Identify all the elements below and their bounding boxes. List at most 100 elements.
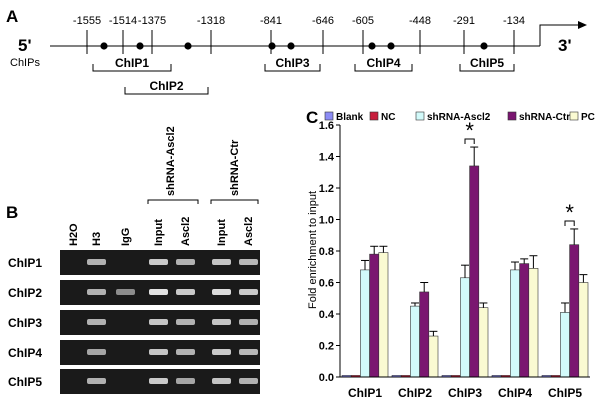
binding-site-dot xyxy=(184,42,192,50)
gel-band xyxy=(212,349,231,355)
bar xyxy=(528,268,539,378)
binding-site-dot xyxy=(287,42,295,50)
gel-lane-label: IgG xyxy=(120,228,132,246)
tss-arrow-head xyxy=(578,21,587,29)
gel-band xyxy=(212,319,231,325)
chip-region-bracket xyxy=(92,64,172,72)
x-category-label: ChIP2 xyxy=(398,386,432,400)
legend-swatch xyxy=(507,111,517,121)
legend-swatch xyxy=(415,111,425,121)
three-prime-label: 3' xyxy=(558,36,572,55)
y-tick-label: 1.2 xyxy=(319,183,334,195)
gel-band xyxy=(212,378,231,384)
legend-swatch xyxy=(324,111,334,121)
gel-band xyxy=(87,289,106,295)
y-tick-label: 0.4 xyxy=(319,309,335,321)
panel-label-b: B xyxy=(6,203,18,222)
panel-label-a: A xyxy=(6,7,18,26)
y-tick-label: 1.4 xyxy=(319,152,335,164)
bar xyxy=(560,312,570,378)
bar xyxy=(378,252,389,378)
bar xyxy=(519,263,530,378)
chip-region-label: ChIP1 xyxy=(115,56,149,70)
chip-region-bracket xyxy=(124,87,209,95)
position-label: -1514 xyxy=(109,15,137,27)
bar xyxy=(410,305,420,378)
chip-region-bracket xyxy=(459,64,515,72)
binding-site-dot xyxy=(480,42,488,50)
chip-region-bracket xyxy=(354,64,413,72)
gel-row-label: ChIP3 xyxy=(8,316,42,330)
legend-label: shRNA-Ascl2 xyxy=(427,112,491,123)
gel-band xyxy=(149,349,168,355)
chart-legend: Blank NC shRNA-Ascl2 shRNA-Ctr PC xyxy=(324,111,595,123)
bar xyxy=(428,335,439,378)
chip-region-label: ChIP3 xyxy=(275,56,309,70)
gel-band xyxy=(212,259,231,265)
gel-band xyxy=(239,259,258,265)
binding-site-dot xyxy=(368,42,376,50)
gel-row-label: ChIP2 xyxy=(8,286,42,300)
gel-group-bracket xyxy=(210,199,259,204)
gel-band xyxy=(87,378,106,384)
legend-label: PC xyxy=(581,112,595,123)
position-label: -646 xyxy=(312,15,334,27)
gel-band xyxy=(149,319,168,325)
panel-label-c: C xyxy=(306,108,318,127)
y-tick-label: 1.6 xyxy=(319,120,334,132)
binding-site-dot xyxy=(268,42,276,50)
legend-label: shRNA-Ctr xyxy=(519,112,570,123)
legend-label: Blank xyxy=(336,112,364,123)
gel-lane-label: H2O xyxy=(68,223,80,246)
position-label: -841 xyxy=(260,15,282,27)
x-category-label: ChIP5 xyxy=(548,386,582,400)
gel-band xyxy=(176,259,195,265)
chip-region-label: ChIP5 xyxy=(470,56,504,70)
gel-band xyxy=(176,319,195,325)
gel-band xyxy=(149,259,168,265)
significance-bracket xyxy=(564,220,575,226)
significance-star: * xyxy=(465,118,474,143)
gel-lane-label: Ascl2 xyxy=(180,217,192,246)
gel-band xyxy=(176,349,195,355)
gel-band xyxy=(87,319,106,325)
bar xyxy=(419,291,430,378)
gel-row-label: ChIP4 xyxy=(8,346,42,360)
gel-band xyxy=(239,289,258,295)
bar xyxy=(469,165,480,378)
x-category-label: ChIP3 xyxy=(448,386,482,400)
gel-band xyxy=(149,378,168,384)
position-label: -1375 xyxy=(138,15,166,27)
y-tick-label: 1.0 xyxy=(319,215,334,227)
gel-group-bracket xyxy=(147,199,199,204)
gel-band xyxy=(176,378,195,384)
bar-chart: Blank NC shRNA-Ascl2 shRNA-Ctr PC Fold enric… xyxy=(307,111,595,400)
gel-group-label: shRNA-Ctr xyxy=(229,139,241,196)
bar xyxy=(460,277,470,378)
gel-lane-label: H3 xyxy=(91,232,103,246)
position-label: -448 xyxy=(409,15,431,27)
chip-region-label: ChIP2 xyxy=(149,79,183,93)
tss-arrow xyxy=(539,24,578,46)
significance-star: * xyxy=(565,200,574,225)
y-tick-label: 0.2 xyxy=(319,341,334,353)
gel-band xyxy=(239,349,258,355)
gel-band xyxy=(212,289,231,295)
binding-site-dot xyxy=(136,42,144,50)
bar xyxy=(510,269,520,378)
y-tick-label: 0.0 xyxy=(319,372,334,384)
legend-swatch xyxy=(369,111,379,121)
y-tick-label: 0.8 xyxy=(319,246,334,258)
legend-swatch xyxy=(569,111,579,121)
gel-row-label: ChIP1 xyxy=(8,256,42,270)
bar xyxy=(478,307,489,378)
bar xyxy=(578,282,589,378)
bar xyxy=(360,269,370,378)
chip-region-bracket xyxy=(264,64,321,72)
gel-panel: H2O H3 IgG Input Ascl2 Input Ascl2 shRNA-Ascl2… xyxy=(8,126,260,394)
position-label: -291 xyxy=(453,15,475,27)
x-category-label: ChIP1 xyxy=(348,386,382,400)
gel-band xyxy=(239,319,258,325)
gel-lane-label: Input xyxy=(153,219,165,246)
gel-band xyxy=(149,289,168,295)
